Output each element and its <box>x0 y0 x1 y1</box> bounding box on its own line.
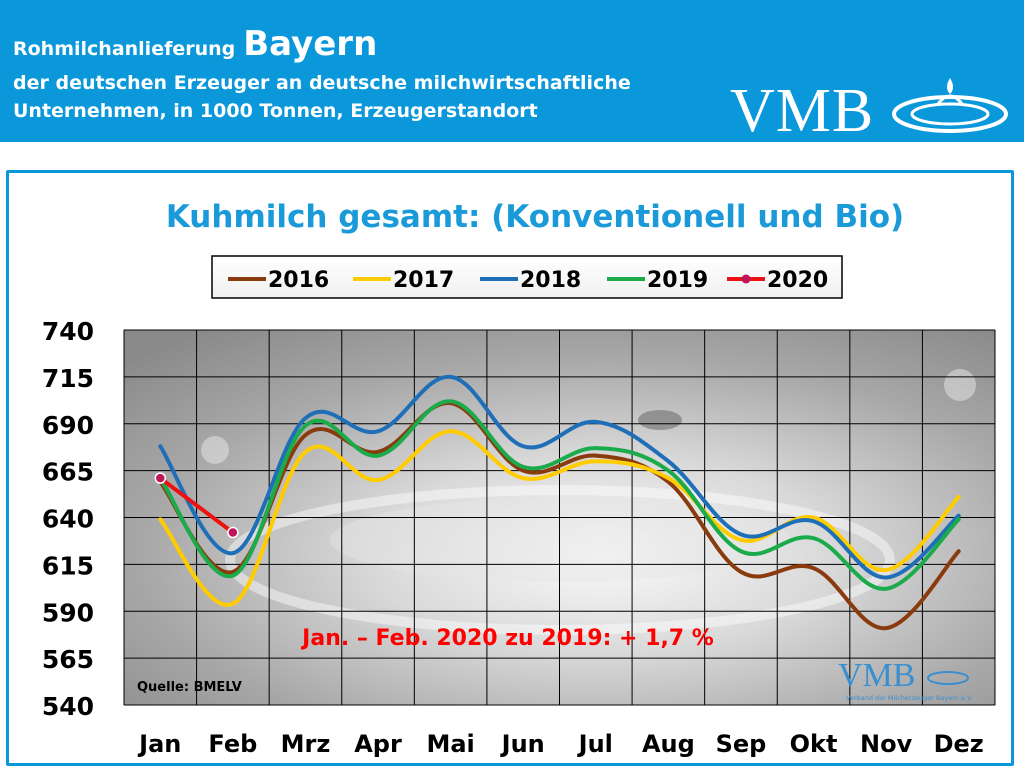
series-line-2019 <box>158 399 961 591</box>
y-tick-label: 740 <box>42 317 94 346</box>
legend-label-2018: 2018 <box>520 268 581 293</box>
y-tick-label: 615 <box>42 551 94 580</box>
legend-label-2016: 2016 <box>268 268 329 293</box>
series-line-2017 <box>158 429 961 607</box>
series-line-2020 <box>158 476 235 535</box>
watermark-logo: VMB Verband der Milcherzeuger Bayern e.V… <box>838 657 973 702</box>
chart-title: Kuhmilch gesamt: (Konventionell und Bio) <box>166 199 904 235</box>
legend-label-2017: 2017 <box>393 268 454 293</box>
header-title-prefix: Rohmilchanlieferung <box>13 38 236 60</box>
x-tick-label: Mrz <box>281 730 331 758</box>
header-banner: Rohmilchanlieferung Bayern der deutschen … <box>0 0 1024 142</box>
y-tick-label: 715 <box>42 364 94 393</box>
y-tick-label: 665 <box>42 458 94 487</box>
x-tick-label: Feb <box>208 730 257 758</box>
y-tick-label: 540 <box>42 692 94 721</box>
vmb-logo-text: VMB <box>730 77 875 145</box>
header-title-region: Bayern <box>243 24 378 64</box>
header-title: Rohmilchanlieferung Bayern <box>13 24 377 64</box>
growth-annotation: Jan. – Feb. 2020 zu 2019: + 1,7 % <box>300 626 714 651</box>
legend-label-2019: 2019 <box>647 268 708 293</box>
source-note: Quelle: BMELV <box>137 680 242 695</box>
data-point-2020-Feb <box>227 526 239 539</box>
y-tick-label: 640 <box>42 505 94 534</box>
x-tick-label: Jul <box>577 730 613 758</box>
legend-marker-2020 <box>741 274 751 284</box>
y-tick-label: 590 <box>42 598 94 627</box>
x-tick-label: Aug <box>642 730 695 758</box>
x-tick-label: Okt <box>790 730 838 758</box>
series-line-2018 <box>158 374 961 580</box>
data-point-2020-Jan <box>154 472 167 484</box>
milk-drop-logo-icon <box>892 78 1008 133</box>
header-subtitle-line-1: der deutschen Erzeuger an deutsche milch… <box>13 72 631 94</box>
legend-label-2020: 2020 <box>767 268 828 293</box>
chart-legend: 2016 2017 2018 2019 2020 <box>211 255 843 299</box>
y-tick-label: 690 <box>42 411 94 440</box>
watermark-drop-icon <box>927 671 969 685</box>
x-tick-label: Jan <box>137 730 181 758</box>
x-tick-label: Dez <box>934 730 984 758</box>
x-tick-label: Mai <box>426 730 474 758</box>
x-tick-label: Jun <box>500 730 545 758</box>
x-tick-label: Sep <box>716 730 767 758</box>
watermark-logo-subtext: Verband der Milcherzeuger Bayern e.V. <box>846 694 973 702</box>
header-subtitle-line-2: Unternehmen, in 1000 Tonnen, Erzeugersta… <box>13 100 538 122</box>
watermark-logo-text: VMB <box>838 657 915 694</box>
y-tick-label: 565 <box>42 645 94 674</box>
x-tick-label: Nov <box>860 730 913 758</box>
x-tick-label: Apr <box>354 730 402 758</box>
